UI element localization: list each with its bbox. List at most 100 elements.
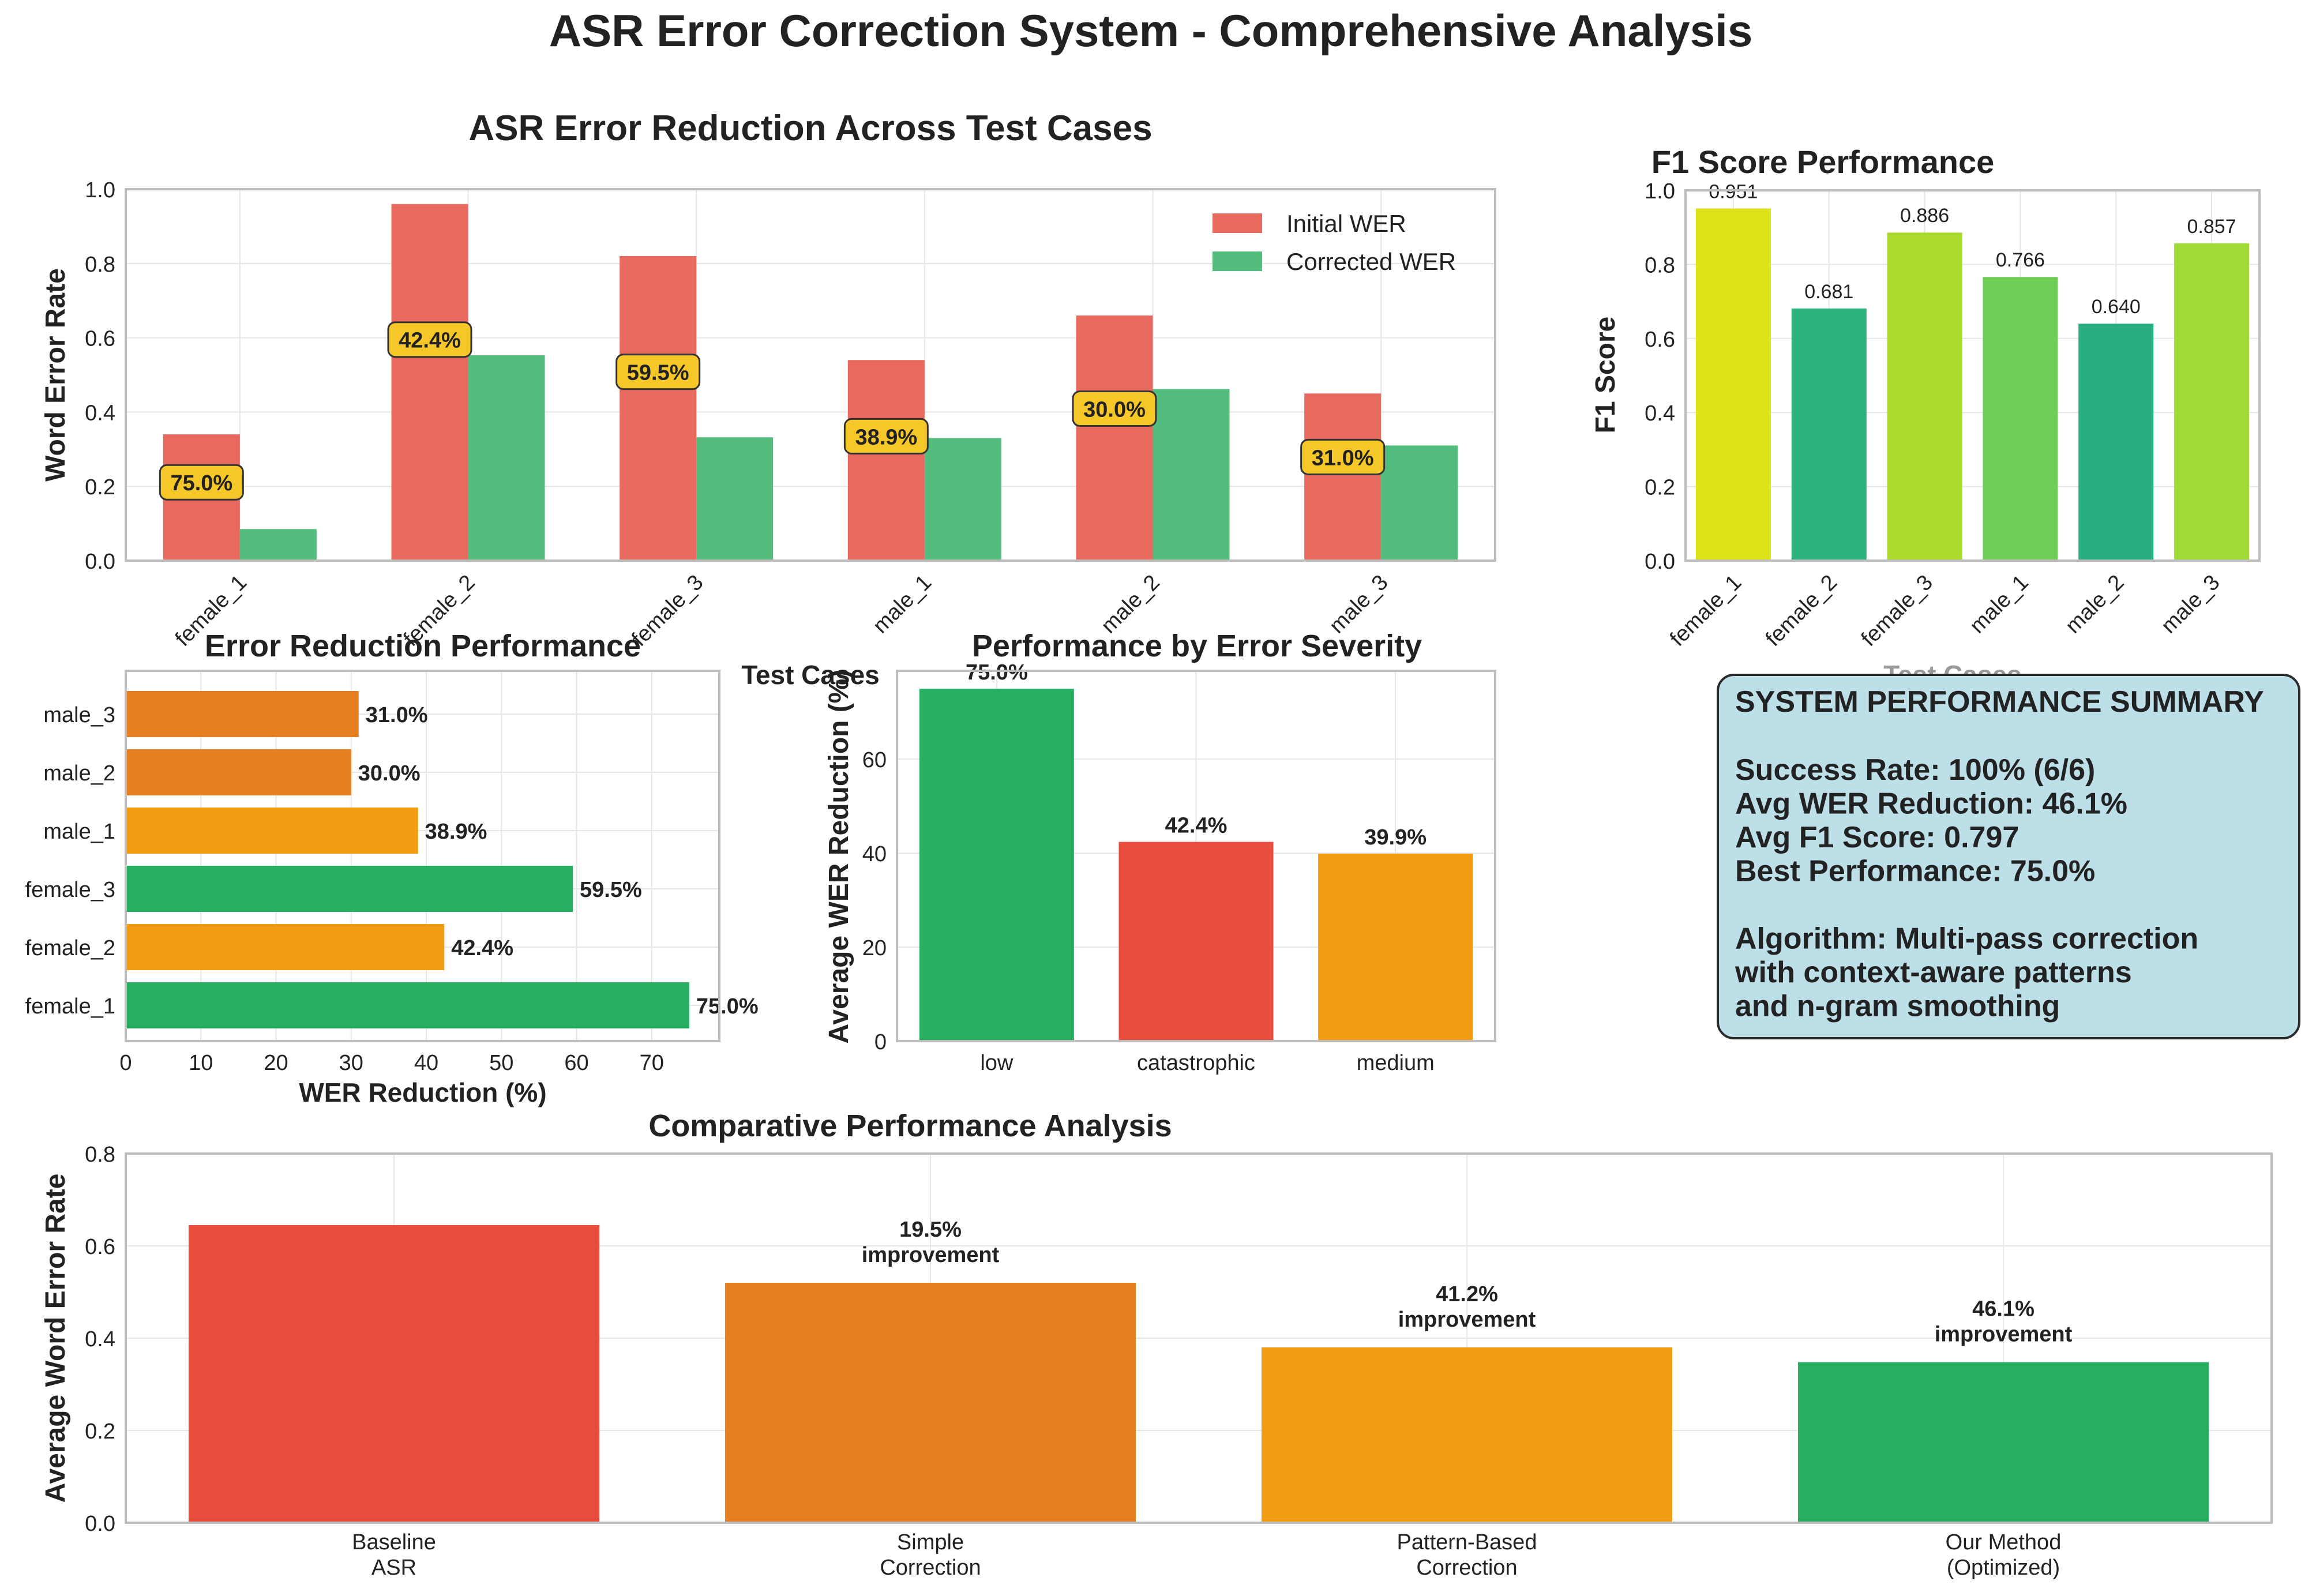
reduction-y-tick: male_1 bbox=[43, 820, 115, 844]
severity-chart-panel: Performance by Error Severity Average WE… bbox=[824, 629, 1496, 1075]
wer-x-tick: male_2 bbox=[1097, 570, 1165, 639]
reduction-badge: 38.9% bbox=[843, 418, 929, 455]
initial-wer-bar bbox=[620, 256, 697, 561]
comparison-x-tick: Simple bbox=[897, 1530, 964, 1554]
f1-x-tick: female_2 bbox=[1761, 570, 1842, 651]
comparison-x-tick: ASR bbox=[371, 1556, 416, 1580]
f1-bar bbox=[1983, 277, 2058, 561]
initial-wer-bar bbox=[391, 204, 468, 561]
reduction-y-tick: male_2 bbox=[43, 761, 115, 786]
f1-value-label: 0.681 bbox=[1804, 281, 1853, 303]
f1-chart-panel: F1 Score Performance F1 Score Test Cases… bbox=[1590, 144, 2261, 690]
severity-y-tick: 0 bbox=[874, 1030, 887, 1054]
comparison-bar bbox=[1262, 1347, 1672, 1523]
reduction-bar bbox=[126, 866, 573, 912]
wer-y-tick: 0.0 bbox=[85, 550, 115, 574]
corrected-wer-bar bbox=[1381, 445, 1458, 561]
comparison-bar bbox=[725, 1283, 1136, 1523]
summary-line: and n-gram smoothing bbox=[1735, 990, 2060, 1023]
wer-axes-frame bbox=[125, 188, 1496, 562]
legend-swatch bbox=[1213, 213, 1262, 233]
corrected-wer-bar bbox=[239, 529, 317, 561]
reduction-value-label: 42.4% bbox=[451, 936, 513, 960]
f1-bar bbox=[1791, 308, 1867, 561]
comparison-x-tick: (Optimized) bbox=[1947, 1556, 2060, 1580]
initial-wer-bar bbox=[1304, 393, 1382, 561]
summary-line: Avg F1 Score: 0.797 bbox=[1735, 821, 2019, 854]
wer-chart-title: ASR Error Reduction Across Test Cases bbox=[468, 108, 1152, 148]
wer-grid bbox=[126, 189, 1495, 561]
wer-y-tick: 0.2 bbox=[85, 475, 115, 500]
f1-value-label: 0.766 bbox=[1996, 249, 2045, 271]
severity-bar bbox=[1118, 842, 1274, 1041]
wer-chart-x-label: Test Cases bbox=[741, 660, 880, 690]
wer-legend: Initial WER Corrected WER bbox=[1213, 210, 1456, 275]
f1-value-label: 0.951 bbox=[1709, 181, 1758, 202]
f1-x-tick: male_3 bbox=[2157, 570, 2225, 639]
reduction-badge-box bbox=[1072, 390, 1157, 427]
reduction-chart-panel: Error Reduction Performance WER Reductio… bbox=[25, 629, 759, 1107]
f1-chart-y-label: F1 Score bbox=[1590, 317, 1621, 434]
comparison-bar bbox=[189, 1225, 599, 1523]
f1-bar bbox=[1695, 208, 1771, 561]
comparison-x-tick: Pattern-Based bbox=[1397, 1530, 1537, 1554]
wer-y-tick: 0.8 bbox=[85, 253, 115, 277]
comparison-x-tick: Correction bbox=[1416, 1556, 1517, 1580]
f1-x-tick: male_2 bbox=[2061, 570, 2129, 639]
reduction-value-label: 75.0% bbox=[696, 994, 759, 1019]
corrected-wer-bar bbox=[468, 355, 545, 561]
reduction-value-label: 30.0% bbox=[358, 761, 421, 786]
severity-axes-frame bbox=[896, 670, 1496, 1042]
reduction-badge-box bbox=[843, 418, 929, 455]
wer-y-tick: 0.6 bbox=[85, 327, 115, 351]
f1-axes-frame bbox=[1684, 189, 2261, 562]
reduction-badge-label: 31.0% bbox=[1312, 446, 1374, 470]
f1-chart-title: F1 Score Performance bbox=[1651, 144, 1994, 180]
severity-y-tick: 60 bbox=[862, 748, 887, 772]
reduction-badge-label: 75.0% bbox=[170, 471, 232, 495]
f1-value-label: 0.886 bbox=[1900, 205, 1949, 227]
reduction-badge-label: 59.5% bbox=[627, 361, 689, 385]
f1-y-tick: 0.2 bbox=[1645, 476, 1675, 500]
f1-y-tick: 0.0 bbox=[1645, 550, 1675, 574]
comparison-chart-panel: Comparative Performance Analysis Average… bbox=[40, 1109, 2273, 1580]
reduction-y-tick: male_3 bbox=[43, 703, 115, 727]
reduction-badge: 59.5% bbox=[615, 354, 701, 390]
f1-grid bbox=[1686, 190, 2259, 561]
severity-x-tick: catastrophic bbox=[1137, 1051, 1255, 1075]
comparison-y-tick: 0.2 bbox=[85, 1419, 115, 1444]
initial-wer-bar bbox=[1076, 315, 1153, 561]
summary-box bbox=[1717, 674, 2300, 1039]
comparison-x-tick: Baseline bbox=[352, 1530, 436, 1554]
reduction-x-tick: 20 bbox=[264, 1051, 288, 1075]
improvement-value: 41.2% bbox=[1436, 1282, 1498, 1306]
reduction-x-tick: 30 bbox=[339, 1051, 363, 1075]
summary-line: Best Performance: 75.0% bbox=[1735, 855, 2095, 888]
f1-value-label: 0.857 bbox=[2187, 216, 2236, 238]
severity-chart-y-label: Average WER Reduction (%) bbox=[824, 670, 854, 1044]
summary-line: Avg WER Reduction: 46.1% bbox=[1735, 787, 2127, 821]
f1-value-label: 0.640 bbox=[2092, 296, 2141, 318]
severity-value-label: 42.4% bbox=[1165, 814, 1228, 838]
comparison-axes-frame bbox=[125, 1152, 2273, 1524]
summary-lines: Success Rate: 100% (6/6)Avg WER Reductio… bbox=[1735, 753, 2198, 1023]
f1-y-tick: 0.8 bbox=[1645, 253, 1675, 277]
f1-x-tick: male_1 bbox=[1965, 570, 2033, 639]
improvement-label: improvement bbox=[862, 1243, 1000, 1267]
f1-bar bbox=[2174, 243, 2250, 561]
comparison-x-tick: Correction bbox=[880, 1556, 981, 1580]
reduction-badge: 31.0% bbox=[1300, 438, 1386, 475]
reduction-badge-box bbox=[615, 354, 701, 390]
comparison-y-tick: 0.4 bbox=[85, 1327, 115, 1351]
reduction-chart-title: Error Reduction Performance bbox=[205, 629, 641, 663]
legend-label: Initial WER bbox=[1286, 210, 1406, 237]
wer-chart-panel: ASR Error Reduction Across Test Cases Wo… bbox=[40, 108, 1496, 690]
reduction-x-tick: 70 bbox=[640, 1051, 664, 1075]
comparison-y-tick: 0.0 bbox=[85, 1512, 115, 1536]
wer-x-tick: male_1 bbox=[868, 570, 936, 639]
comparison-y-tick: 0.6 bbox=[85, 1235, 115, 1259]
severity-bar bbox=[919, 688, 1074, 1041]
comparison-y-tick: 0.8 bbox=[85, 1143, 115, 1167]
corrected-wer-bar bbox=[696, 437, 774, 561]
reduction-y-tick: female_1 bbox=[25, 994, 115, 1019]
